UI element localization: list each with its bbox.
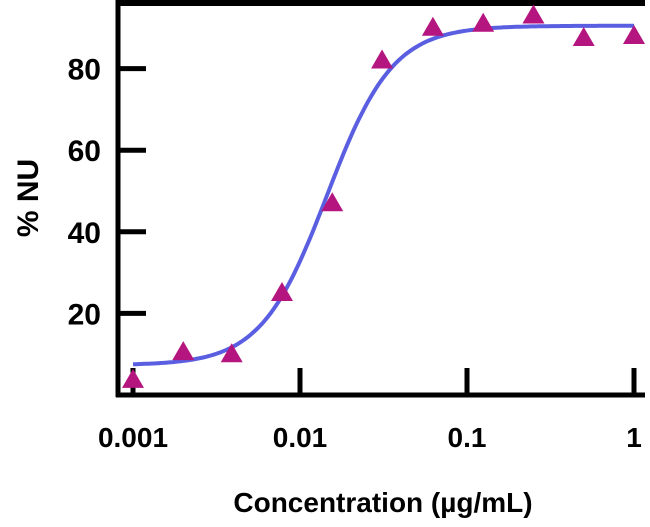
data-point	[122, 368, 144, 388]
x-tick-label: 1	[626, 422, 642, 453]
data-point	[572, 27, 595, 46]
y-tick-label: 60	[68, 135, 101, 168]
fit-curve	[132, 23, 634, 367]
data-point	[623, 24, 645, 44]
y-tick-label: 40	[68, 217, 101, 250]
x-tick-label: 0.1	[448, 422, 487, 453]
data-point	[472, 12, 495, 32]
y-tick-label: 20	[68, 298, 101, 331]
data-point	[270, 282, 293, 301]
data-point	[522, 4, 545, 24]
y-tick-label: 80	[68, 54, 101, 87]
x-tick-label: 0.01	[273, 422, 328, 453]
y-axis-label: % NU	[12, 159, 45, 237]
data-point	[321, 192, 344, 212]
x-axis-label: Concentration (µg/mL)	[233, 487, 532, 518]
data-point	[371, 49, 394, 69]
data-point	[421, 16, 444, 36]
data-point	[172, 341, 195, 361]
x-tick-label: 0.001	[98, 422, 168, 453]
data-point	[220, 343, 243, 363]
